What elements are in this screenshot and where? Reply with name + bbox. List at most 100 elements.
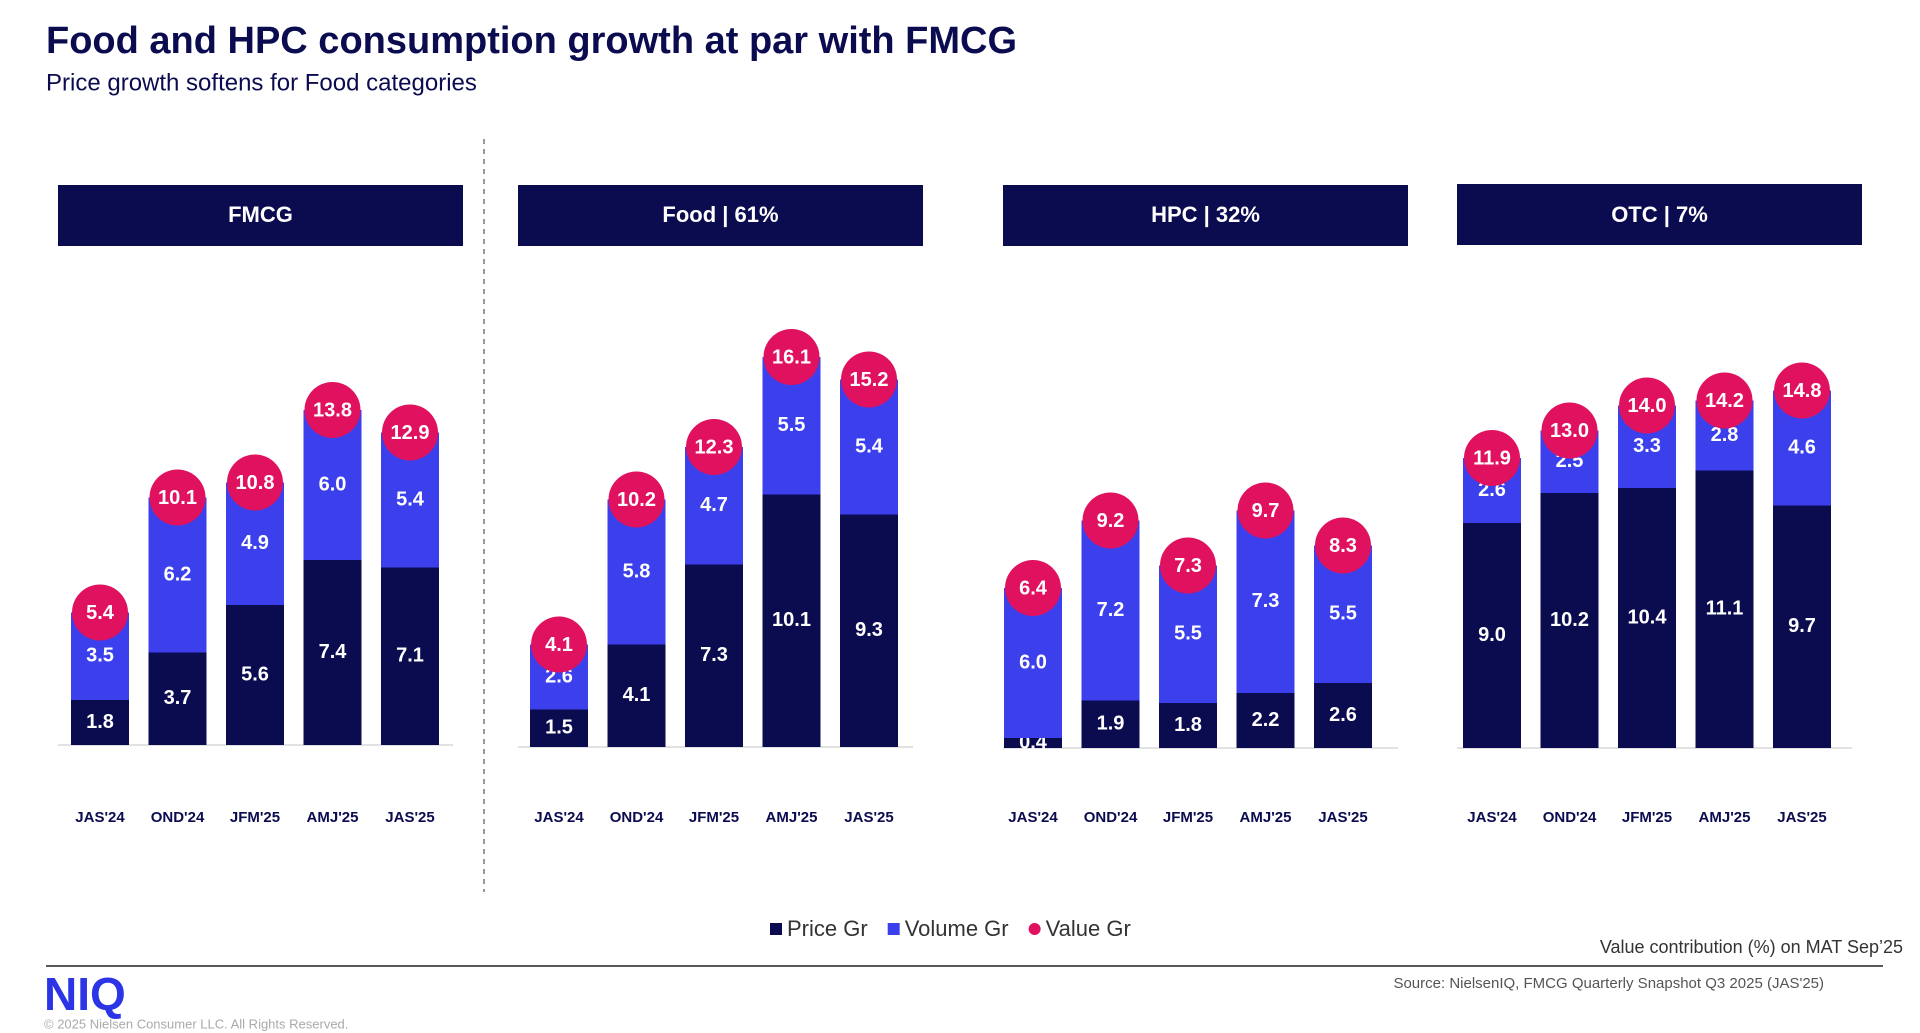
data-label: 10.4 [1628, 606, 1668, 628]
legend-label: Volume Gr [905, 916, 1009, 941]
value-dot [1082, 492, 1139, 549]
panel-title: OTC | 7% [1611, 202, 1708, 227]
data-label: 9.7 [1788, 615, 1816, 637]
x-tick-label: OND'24 [610, 809, 664, 826]
data-label: 5.6 [241, 663, 269, 685]
value-dot [72, 584, 128, 641]
data-label: 6.0 [1019, 651, 1047, 673]
data-label: 16.1 [772, 346, 811, 368]
x-tick-label: AMJ'25 [1240, 809, 1292, 826]
x-tick-label: JFM'25 [1163, 809, 1213, 826]
x-tick-label: JAS'25 [1777, 809, 1826, 826]
value-dot [1696, 372, 1753, 429]
x-tick-label: AMJ'25 [1699, 809, 1751, 826]
data-label: 11.1 [1706, 598, 1744, 620]
slide-title: Food and HPC consumption growth at par w… [46, 20, 1017, 62]
x-tick-label: JAS'25 [844, 809, 893, 826]
data-label: 10.1 [158, 487, 197, 509]
legend-swatch [887, 923, 900, 935]
data-label: 8.3 [1329, 535, 1357, 557]
data-label: 7.1 [396, 645, 424, 667]
value-dot [608, 471, 665, 528]
data-label: 1.8 [1174, 714, 1202, 736]
bar-segment [1314, 683, 1372, 748]
data-label: 7.3 [1252, 590, 1280, 612]
copyright: © 2025 Nielsen Consumer LLC. All Rights … [44, 1016, 348, 1031]
data-label: 9.0 [1478, 624, 1506, 646]
data-label: 6.4 [1019, 577, 1048, 599]
bar-segment [1463, 523, 1521, 748]
data-label: 14.2 [1705, 390, 1744, 412]
data-label: 2.6 [1329, 704, 1357, 726]
bar-segment [1081, 700, 1140, 748]
data-label: 10.8 [236, 472, 275, 494]
data-label: 15.2 [850, 369, 889, 391]
data-label: 5.5 [778, 414, 806, 436]
bar-segment [1540, 493, 1599, 748]
legend: Price Gr Volume Gr Value Gr [770, 916, 1131, 941]
data-label: 12.9 [391, 422, 430, 444]
data-label: 4.9 [241, 532, 269, 554]
legend-swatch [770, 923, 782, 935]
value-dot [1315, 517, 1371, 574]
data-label: 3.7 [164, 687, 192, 709]
footnote: Value contribution (%) on MAT Sep’25 [1600, 937, 1903, 957]
slide-subtitle: Price growth softens for Food categories [46, 69, 477, 96]
value-dot [841, 351, 897, 408]
x-tick-label: OND'24 [1543, 809, 1597, 826]
bar-segment [1159, 703, 1217, 748]
data-label: 12.3 [695, 436, 734, 458]
data-label: 1.8 [86, 711, 114, 733]
bar-segment [226, 605, 284, 745]
bar-segment [381, 567, 439, 745]
x-tick-label: OND'24 [1084, 809, 1138, 826]
bar-segment [1695, 470, 1754, 748]
bar-segment [685, 564, 743, 747]
logo: NIQ [44, 968, 126, 1020]
legend-label: Price Gr [787, 916, 868, 941]
data-label: 6.2 [164, 563, 192, 585]
data-label: 5.5 [1329, 603, 1357, 625]
legend-swatch [1028, 923, 1041, 935]
data-label: 10.2 [1550, 609, 1589, 631]
value-dot [227, 454, 283, 511]
x-tick-label: JAS'24 [1467, 809, 1517, 826]
bar-segment [1004, 738, 1062, 748]
data-label: 14.0 [1628, 395, 1667, 417]
data-label: 9.3 [855, 619, 883, 641]
data-label: 5.8 [623, 560, 651, 582]
bar-segment [607, 644, 666, 747]
legend-label: Value Gr [1046, 916, 1131, 941]
x-tick-label: JAS'24 [1008, 809, 1058, 826]
value-dot [1464, 430, 1520, 486]
data-label: 5.4 [86, 602, 115, 624]
x-tick-label: JAS'25 [1318, 809, 1367, 826]
data-label: 6.0 [319, 473, 347, 495]
data-label: 4.7 [700, 494, 728, 516]
bar-segment [1081, 520, 1140, 701]
data-label: 5.4 [855, 435, 884, 457]
x-tick-label: JFM'25 [230, 809, 280, 826]
value-dot [1160, 537, 1216, 594]
bar-segment [303, 560, 362, 745]
data-label: 7.3 [1174, 555, 1202, 577]
value-dot [382, 404, 438, 461]
x-tick-label: AMJ'25 [307, 809, 359, 826]
data-label: 2.8 [1711, 424, 1739, 446]
value-dot [1619, 377, 1675, 434]
bar-segment [148, 652, 207, 745]
data-label: 7.2 [1097, 599, 1125, 621]
x-tick-label: JFM'25 [1622, 809, 1672, 826]
data-label: 4.1 [623, 684, 651, 706]
data-label: 10.1 [772, 609, 811, 631]
panel-header [58, 185, 463, 246]
data-label: 13.0 [1550, 420, 1589, 442]
bar-segment [1618, 488, 1676, 748]
panel-title: Food | 61% [662, 202, 778, 227]
x-tick-label: JAS'24 [534, 809, 584, 826]
data-label: 5.4 [396, 488, 425, 510]
value-dot [1237, 482, 1294, 539]
panel-title: HPC | 32% [1151, 202, 1260, 227]
bar-segment [840, 514, 898, 747]
